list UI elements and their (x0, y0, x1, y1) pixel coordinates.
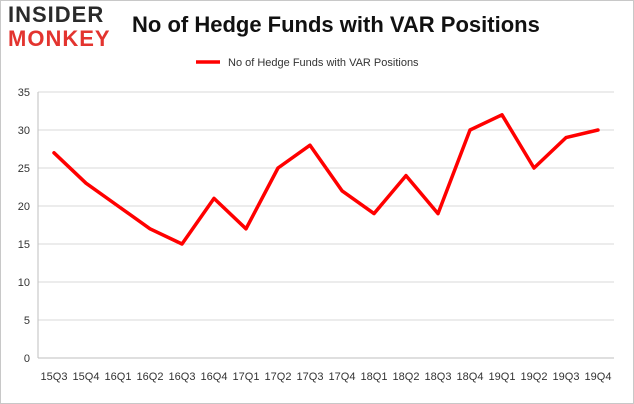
x-tick-label: 15Q4 (73, 371, 100, 383)
data-point (212, 196, 216, 200)
x-tick-label: 16Q4 (201, 371, 228, 383)
y-tick-label: 35 (18, 87, 30, 99)
x-tick-label: 15Q3 (41, 371, 68, 383)
x-tick-label: 19Q2 (521, 371, 548, 383)
x-tick-label: 17Q4 (329, 371, 356, 383)
data-point (404, 174, 408, 178)
y-tick-labels: 0 5 10 15 20 25 30 35 (18, 87, 30, 365)
x-tick-labels: 15Q3 15Q4 16Q1 16Q2 16Q3 16Q4 17Q1 17Q2 17Q3 17Q4… (41, 371, 612, 383)
data-point (52, 151, 56, 155)
gridlines (38, 91, 614, 359)
data-point (84, 181, 88, 185)
data-point (340, 189, 344, 193)
series-layer (52, 113, 600, 246)
data-point (596, 128, 600, 132)
x-tick-label: 18Q1 (361, 371, 388, 383)
y-tick-label: 0 (24, 353, 30, 365)
x-tick-label: 19Q4 (585, 371, 612, 383)
x-tick-label: 19Q3 (553, 371, 580, 383)
x-tick-label: 18Q2 (393, 371, 420, 383)
data-point (372, 212, 376, 216)
data-point (276, 166, 280, 170)
x-tick-label: 16Q3 (169, 371, 196, 383)
x-tick-label: 17Q1 (233, 371, 260, 383)
y-tick-label: 15 (18, 239, 30, 251)
data-point (564, 136, 568, 140)
data-point (500, 113, 504, 117)
x-tick-label: 18Q4 (457, 371, 484, 383)
series-line (52, 113, 600, 246)
x-tick-label: 16Q2 (137, 371, 164, 383)
x-tick-label: 17Q3 (297, 371, 324, 383)
data-point (468, 128, 472, 132)
legend-label: No of Hedge Funds with VAR Positions (228, 57, 419, 69)
x-tick-label: 16Q1 (105, 371, 132, 383)
y-tick-label: 30 (18, 125, 30, 137)
x-tick-label: 19Q1 (489, 371, 516, 383)
chart-title: No of Hedge Funds with VAR Positions (132, 12, 540, 37)
data-point (148, 227, 152, 231)
y-tick-label: 10 (18, 277, 30, 289)
y-tick-label: 20 (18, 201, 30, 213)
x-tick-label: 17Q2 (265, 371, 292, 383)
insider-monkey-logo: INSIDER MONKEY (8, 4, 118, 52)
data-point (116, 204, 120, 208)
data-point (180, 242, 184, 246)
x-tick-label: 18Q3 (425, 371, 452, 383)
y-tick-label: 25 (18, 163, 30, 175)
logo-line-1: INSIDER (8, 2, 105, 27)
data-point (308, 143, 312, 147)
logo-line-2: MONKEY (8, 26, 111, 51)
data-point (436, 212, 440, 216)
axes (37, 92, 614, 359)
data-point (532, 166, 536, 170)
y-tick-label: 5 (24, 315, 30, 327)
legend: No of Hedge Funds with VAR Positions (196, 57, 419, 69)
data-point (244, 227, 248, 231)
